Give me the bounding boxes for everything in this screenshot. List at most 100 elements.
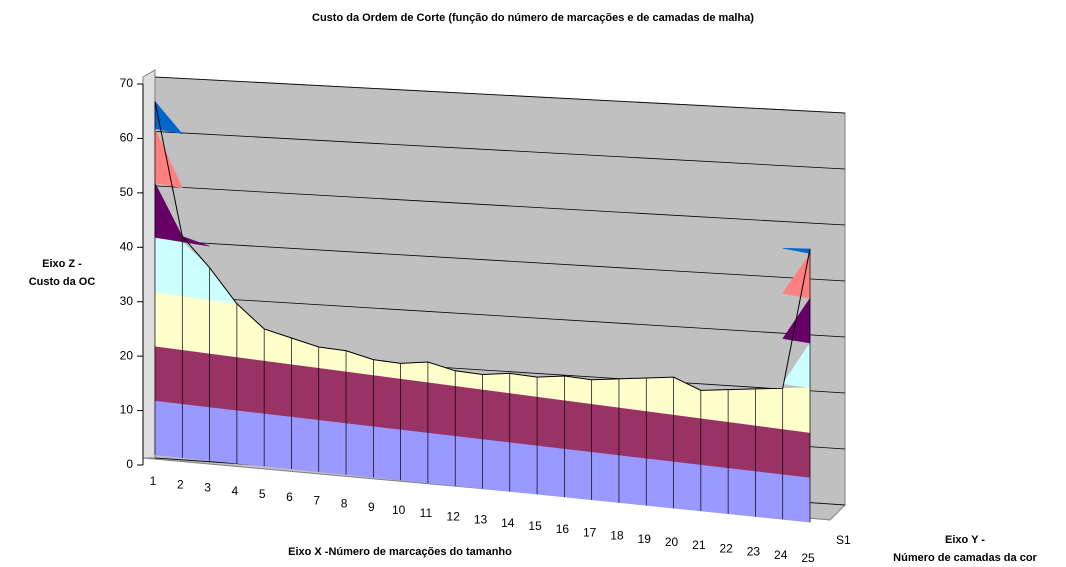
surface-band [482, 438, 511, 492]
x-tick-label: 6 [286, 490, 293, 504]
surface-band [618, 407, 647, 459]
surface-band [427, 381, 456, 437]
surface-band [536, 396, 565, 449]
surface-band [291, 416, 319, 473]
x-tick-label: 20 [665, 535, 679, 549]
x-tick-label: 21 [692, 538, 706, 552]
x-tick-label: 22 [719, 541, 733, 555]
surface-band [209, 406, 238, 464]
surface-band [727, 421, 756, 472]
surface-band [700, 417, 729, 469]
surface-band [482, 389, 511, 443]
surface-band [482, 373, 511, 394]
series-label: S1 [836, 533, 851, 547]
grid-line [154, 294, 846, 338]
side-wall [142, 69, 156, 459]
surface-band [673, 461, 702, 512]
x-tick-label: 24 [774, 548, 788, 562]
surface-band [236, 356, 265, 414]
surface-band [291, 363, 319, 421]
surface-band [536, 375, 565, 401]
z-tick-label: 10 [120, 403, 134, 417]
surface-band [782, 428, 811, 478]
z-tick-label: 70 [120, 76, 134, 90]
surface-band [182, 403, 210, 461]
surface-band [318, 419, 347, 475]
x-tick-label: 5 [259, 487, 266, 501]
x-tick-label: 16 [556, 522, 570, 536]
surface-band [755, 470, 783, 520]
surface-band [345, 422, 374, 478]
surface-band [400, 361, 429, 383]
x-tick-label: 1 [150, 474, 157, 488]
surface-band [373, 425, 401, 481]
x-tick-label: 7 [313, 493, 320, 507]
z-axis-label: Custo da OC [29, 276, 96, 288]
surface-band [182, 295, 210, 354]
x-tick-label: 4 [232, 484, 239, 498]
x-tick-label: 8 [341, 497, 348, 511]
surface-band [646, 410, 674, 462]
grid-line [154, 76, 846, 114]
surface-band [646, 457, 674, 509]
x-tick-label: 12 [447, 509, 461, 523]
surface-band [345, 371, 374, 427]
surface-band [564, 375, 592, 405]
surface-band [454, 385, 483, 440]
x-tick-label: 11 [420, 506, 433, 520]
surface-band [263, 413, 292, 470]
surface-band [454, 435, 483, 489]
z-tick-label: 60 [120, 131, 134, 145]
surface-band [564, 448, 592, 501]
surface-band [509, 392, 538, 446]
y-axis-label: Eixo Y - [945, 534, 985, 546]
surface-outline [154, 101, 811, 391]
surface-band [727, 388, 756, 426]
surface-band [536, 445, 565, 498]
surface-band [591, 378, 620, 408]
x-tick-label: 9 [368, 500, 375, 514]
x-tick-label: 15 [528, 519, 542, 533]
surface-band [700, 389, 729, 423]
grid-line [154, 131, 846, 170]
surface-band [618, 377, 647, 412]
surface-band [646, 376, 674, 415]
surface-band [755, 388, 783, 430]
x-tick-label: 18 [610, 529, 624, 543]
y-axis-label: Número de camadas da cor [893, 552, 1037, 564]
surface-band [209, 353, 238, 411]
surface-band [427, 432, 456, 487]
x-tick-label: 25 [801, 551, 815, 565]
x-tick-label: 10 [392, 503, 406, 517]
x-tick-label: 3 [204, 481, 211, 495]
z-tick-label: 40 [120, 239, 134, 253]
surface-band [154, 400, 183, 459]
z-tick-label: 30 [120, 294, 134, 308]
surface-band [700, 464, 729, 515]
surface-band [182, 349, 210, 408]
surface-band [782, 473, 811, 523]
surface-band [591, 403, 620, 456]
surface-band [263, 360, 292, 417]
z-tick-label: 50 [120, 185, 134, 199]
x-tick-label: 23 [747, 545, 761, 559]
surface-band [209, 299, 238, 358]
z-axis-label: Eixo Z - [42, 258, 82, 270]
surface-band [154, 345, 183, 405]
surface-band [373, 374, 401, 430]
chart-title: Custo da Ordem de Corte (função do númer… [312, 12, 754, 24]
surface-band [564, 399, 592, 453]
x-tick-label: 14 [501, 516, 515, 530]
surface-band [591, 451, 620, 503]
surface-band [154, 237, 183, 297]
grid-line [154, 239, 846, 282]
surface-band [154, 291, 183, 351]
surface-band [236, 409, 265, 467]
surface-band [673, 414, 702, 465]
x-tick-label: 19 [638, 532, 652, 546]
x-tick-label: 2 [177, 477, 184, 491]
z-tick-label: 20 [120, 348, 134, 362]
surface-band [618, 454, 647, 506]
z-tick-label: 0 [126, 457, 133, 471]
